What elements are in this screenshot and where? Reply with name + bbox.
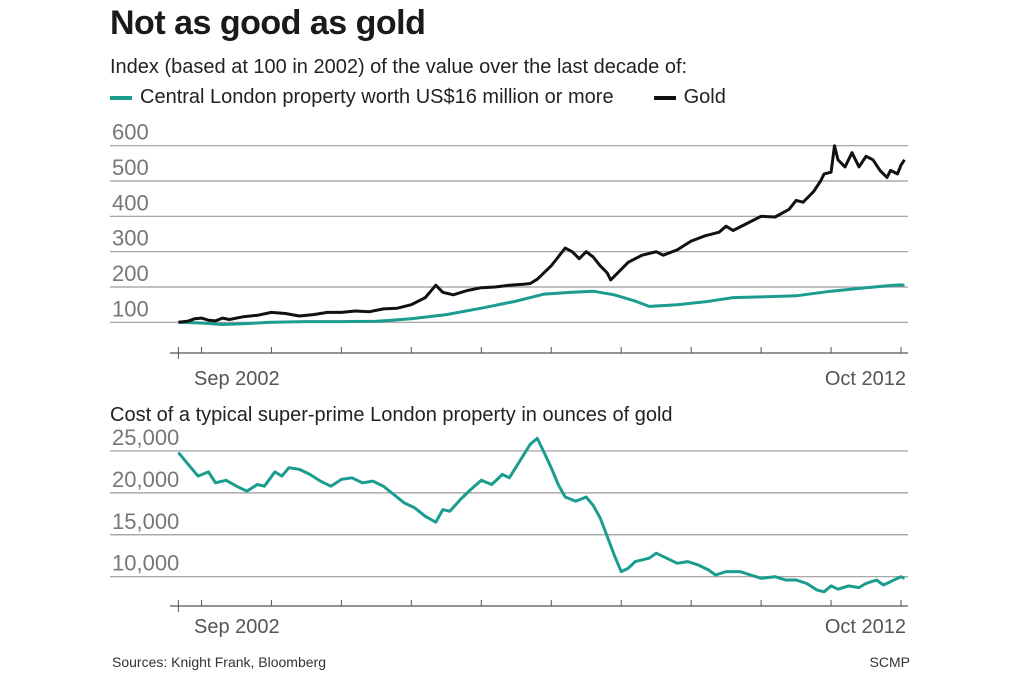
index-chart: 100 200 300 400 500 600 Sep 2002 Oct 2012	[110, 120, 908, 390]
chart2-series-line-0	[177, 436, 906, 594]
chart2-title: Cost of a typical super-prime London pro…	[110, 404, 673, 426]
chart1-ytick-label: 300	[112, 226, 149, 251]
legend-swatch-gold	[653, 95, 676, 100]
chart1-ytick-label: 500	[112, 155, 149, 180]
credit: SCMP	[869, 654, 910, 670]
chart2-ytick-label: 20,000	[112, 467, 179, 492]
chart1-series-line-1	[178, 144, 906, 324]
legend-item-gold: Gold	[653, 86, 726, 109]
chart2-ytick-label: 10,000	[112, 551, 179, 576]
chart1-xtick-label: Sep 2002	[194, 368, 280, 390]
chart2-ytick-label: 25,000	[112, 428, 179, 450]
chart1-series-line-0	[178, 283, 905, 326]
chart2-ytick-label: 15,000	[112, 509, 179, 534]
legend-item-property: Central London property worth US$16 mill…	[110, 86, 614, 109]
chart-subtitle: Index (based at 100 in 2002) of the valu…	[110, 56, 688, 78]
gold-ounces-chart: 10,000 15,000 20,000 25,000 Sep 2002 Oct 2012	[110, 428, 908, 638]
chart2-xtick-label: Oct 2012	[825, 616, 906, 638]
sources: Sources: Knight Frank, Bloomberg	[112, 654, 326, 670]
chart2-xtick-label: Sep 2002	[194, 616, 280, 638]
legend-swatch-property	[110, 95, 132, 100]
legend: Central London property worth US$16 mill…	[110, 86, 756, 109]
chart-title: Not as good as gold	[110, 4, 426, 42]
legend-label-property: Central London property worth US$16 mill…	[140, 86, 614, 108]
legend-label-gold: Gold	[683, 86, 726, 108]
chart1-ytick-label: 100	[112, 296, 149, 321]
chart1-ytick-label: 200	[112, 261, 149, 286]
chart1-ytick-label: 400	[112, 190, 149, 215]
chart1-ytick-label: 600	[112, 120, 149, 145]
chart1-xtick-label: Oct 2012	[825, 368, 906, 390]
